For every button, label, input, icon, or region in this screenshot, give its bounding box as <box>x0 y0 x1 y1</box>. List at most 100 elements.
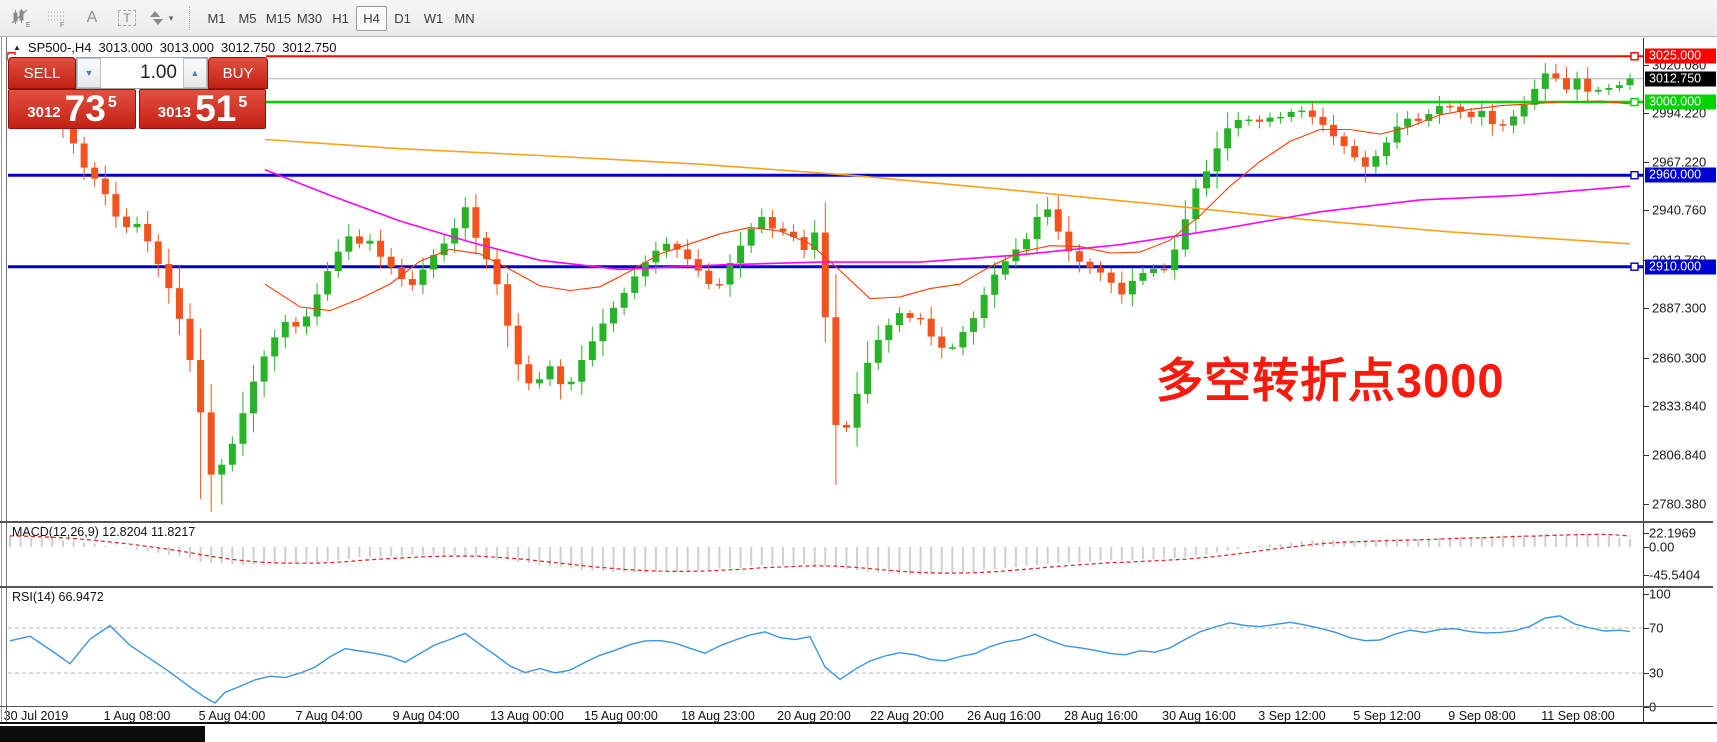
macd-tick-dash <box>1644 547 1649 548</box>
price-tick-dash <box>1644 503 1649 505</box>
rsi-tick-dash <box>1644 673 1649 674</box>
price-tick-2940.760: 2940.760 <box>1652 202 1707 218</box>
price-tick-dash <box>1644 455 1649 457</box>
text-a-icon[interactable]: A <box>86 9 98 26</box>
time-label-13-Aug-00-00: 13 Aug 00:00 <box>490 709 564 723</box>
price-tick-dash <box>1644 210 1649 212</box>
rsi-tick-dash <box>1644 594 1649 596</box>
text-box-icon[interactable]: T <box>114 6 140 30</box>
indicators-candle-icon[interactable]: E <box>9 6 35 30</box>
price-chart-canvas[interactable] <box>0 36 1717 742</box>
time-axis-divider <box>0 706 1713 707</box>
sell-price-big-figure: 3012 <box>27 104 61 121</box>
price-tick-dash <box>1644 406 1649 408</box>
toolbar: E F A T ▼ M1 M5 M15 M30 H1 H4 D1 W1 MN <box>0 0 1717 37</box>
ohlc-low: 3012.750 <box>220 40 276 55</box>
price-tick-dash <box>1644 357 1649 359</box>
chart-header: ▲ SP500-,H4 3013.000 3013.000 3012.750 3… <box>13 40 336 55</box>
one-click-toggle-icon[interactable]: ▲ <box>13 43 21 52</box>
time-label-3-Sep-12-00: 3 Sep 12:00 <box>1258 709 1326 723</box>
time-label-20-Aug-20-00: 20 Aug 20:00 <box>777 709 851 723</box>
timeframe-button-mn[interactable]: MN <box>454 10 475 26</box>
time-label-7-Aug-04-00: 7 Aug 04:00 <box>295 709 363 723</box>
timeframe-button-m1[interactable]: M1 <box>207 10 226 26</box>
ma-mid-line <box>264 168 1631 271</box>
time-label-1-Aug-08-00: 1 Aug 08:00 <box>103 709 171 723</box>
rsi-pane-divider[interactable] <box>0 586 1713 588</box>
macd-axis-22.1969: 22.1969 <box>1649 525 1696 541</box>
time-label-30-Jul-2019: 30 Jul 2019 <box>3 709 69 723</box>
price-tick-dash <box>1644 65 1649 67</box>
price-tick-2833.840: 2833.840 <box>1652 398 1707 414</box>
timeframe-button-h1[interactable]: H1 <box>332 10 349 26</box>
line-handle-right-3025.000[interactable] <box>1630 52 1639 61</box>
buy-price-big-figure: 3013 <box>157 104 192 121</box>
price-tick-2780.380: 2780.380 <box>1652 496 1707 512</box>
svg-text:F: F <box>60 22 64 28</box>
time-label-26-Aug-16-00: 26 Aug 16:00 <box>967 709 1041 723</box>
time-label-28-Aug-16-00: 28 Aug 16:00 <box>1064 709 1138 723</box>
macd-axis-0.00: 0.00 <box>1649 539 1675 555</box>
price-tick-2967.220: 2967.220 <box>1652 154 1707 170</box>
rsi-tick-dash <box>1644 706 1649 708</box>
price-tick-dash <box>1644 162 1649 163</box>
dropdown-caret-icon: ▼ <box>167 13 175 23</box>
buy-price-pips: 51 <box>195 88 237 129</box>
volume-spinner: ▼ ▲ <box>76 57 208 89</box>
ohlc-high: 3013.000 <box>159 40 214 55</box>
macd-pane-divider[interactable] <box>0 521 1713 523</box>
time-label-11-Sep-08-00: 11 Sep 08:00 <box>1541 709 1615 723</box>
macd-axis--45.5404: -45.5404 <box>1649 567 1701 583</box>
ohlc-close: 3012.750 <box>282 40 337 55</box>
chart-annotation-text: 多空转折点3000 <box>1156 354 1505 407</box>
frame-top-line <box>0 36 1717 37</box>
price-pane[interactable] <box>7 55 1644 512</box>
price-level-label-3000.000: 3000.000 <box>1645 94 1716 110</box>
price-tick-2860.300: 2860.300 <box>1652 350 1707 366</box>
buy-price-tile[interactable]: 3013 51 5 <box>139 89 266 129</box>
volume-increase-button[interactable]: ▲ <box>183 58 207 88</box>
ohlc-open: 3013.000 <box>98 40 153 55</box>
buy-price-pipette: 5 <box>238 94 248 111</box>
price-tick-2887.300: 2887.300 <box>1652 300 1707 316</box>
price-level-label-3025.000: 3025.000 <box>1645 48 1716 64</box>
volume-decrease-button[interactable]: ▼ <box>77 58 101 88</box>
macd-pane[interactable] <box>9 533 1631 576</box>
line-handle-right-2910.000[interactable] <box>1630 262 1639 271</box>
one-click-trading-panel: SELL ▼ ▲ BUY 3012 73 5 3013 51 5 <box>8 55 268 129</box>
time-label-5-Aug-04-00: 5 Aug 04:00 <box>198 709 266 723</box>
macd-signal-line <box>9 533 1631 574</box>
sell-price-pipette: 5 <box>107 94 117 111</box>
time-label-18-Aug-23-00: 18 Aug 23:00 <box>681 709 755 723</box>
grid-icon[interactable]: F <box>44 6 70 30</box>
buy-button[interactable]: BUY <box>208 57 268 89</box>
frame-left-outer <box>1 37 2 724</box>
line-handle-right-3000.000[interactable] <box>1630 97 1639 107</box>
sort-arrows-icon[interactable]: ▼ <box>149 6 175 30</box>
timeframe-buttons: M1 M5 M15 M30 H1 H4 D1 W1 MN <box>201 5 480 31</box>
timeframe-button-d1[interactable]: D1 <box>394 10 411 26</box>
symbol-timeframe: SP500-,H4 <box>27 40 92 55</box>
price-level-label-2910.000: 2910.000 <box>1645 259 1716 275</box>
timeframe-button-m30[interactable]: M30 <box>296 10 323 26</box>
time-label-30-Aug-16-00: 30 Aug 16:00 <box>1162 709 1236 723</box>
rsi-tick-dash <box>1644 628 1649 629</box>
timeframe-button-w1[interactable]: W1 <box>423 10 444 26</box>
svg-text:E: E <box>26 22 31 28</box>
price-tick-dash <box>1644 308 1649 310</box>
macd-label: MACD(12,26,9) 12.8204 11.8217 <box>12 525 196 539</box>
price-tick-2806.840: 2806.840 <box>1652 447 1707 463</box>
timeframe-button-m15[interactable]: M15 <box>265 10 292 26</box>
sell-price-tile[interactable]: 3012 73 5 <box>8 89 136 129</box>
volume-input[interactable] <box>101 58 183 88</box>
timeframe-button-h4[interactable]: H4 <box>356 5 387 31</box>
timeframe-button-m5[interactable]: M5 <box>238 10 257 26</box>
sell-button[interactable]: SELL <box>8 57 76 89</box>
toolbar-separator <box>189 6 191 30</box>
rsi-axis-70: 70 <box>1649 620 1664 636</box>
rsi-pane[interactable] <box>8 615 1643 704</box>
line-handle-right-2960.000[interactable] <box>1630 171 1639 180</box>
time-label-22-Aug-20-00: 22 Aug 20:00 <box>870 709 944 723</box>
macd-tick-dash <box>1644 575 1649 577</box>
